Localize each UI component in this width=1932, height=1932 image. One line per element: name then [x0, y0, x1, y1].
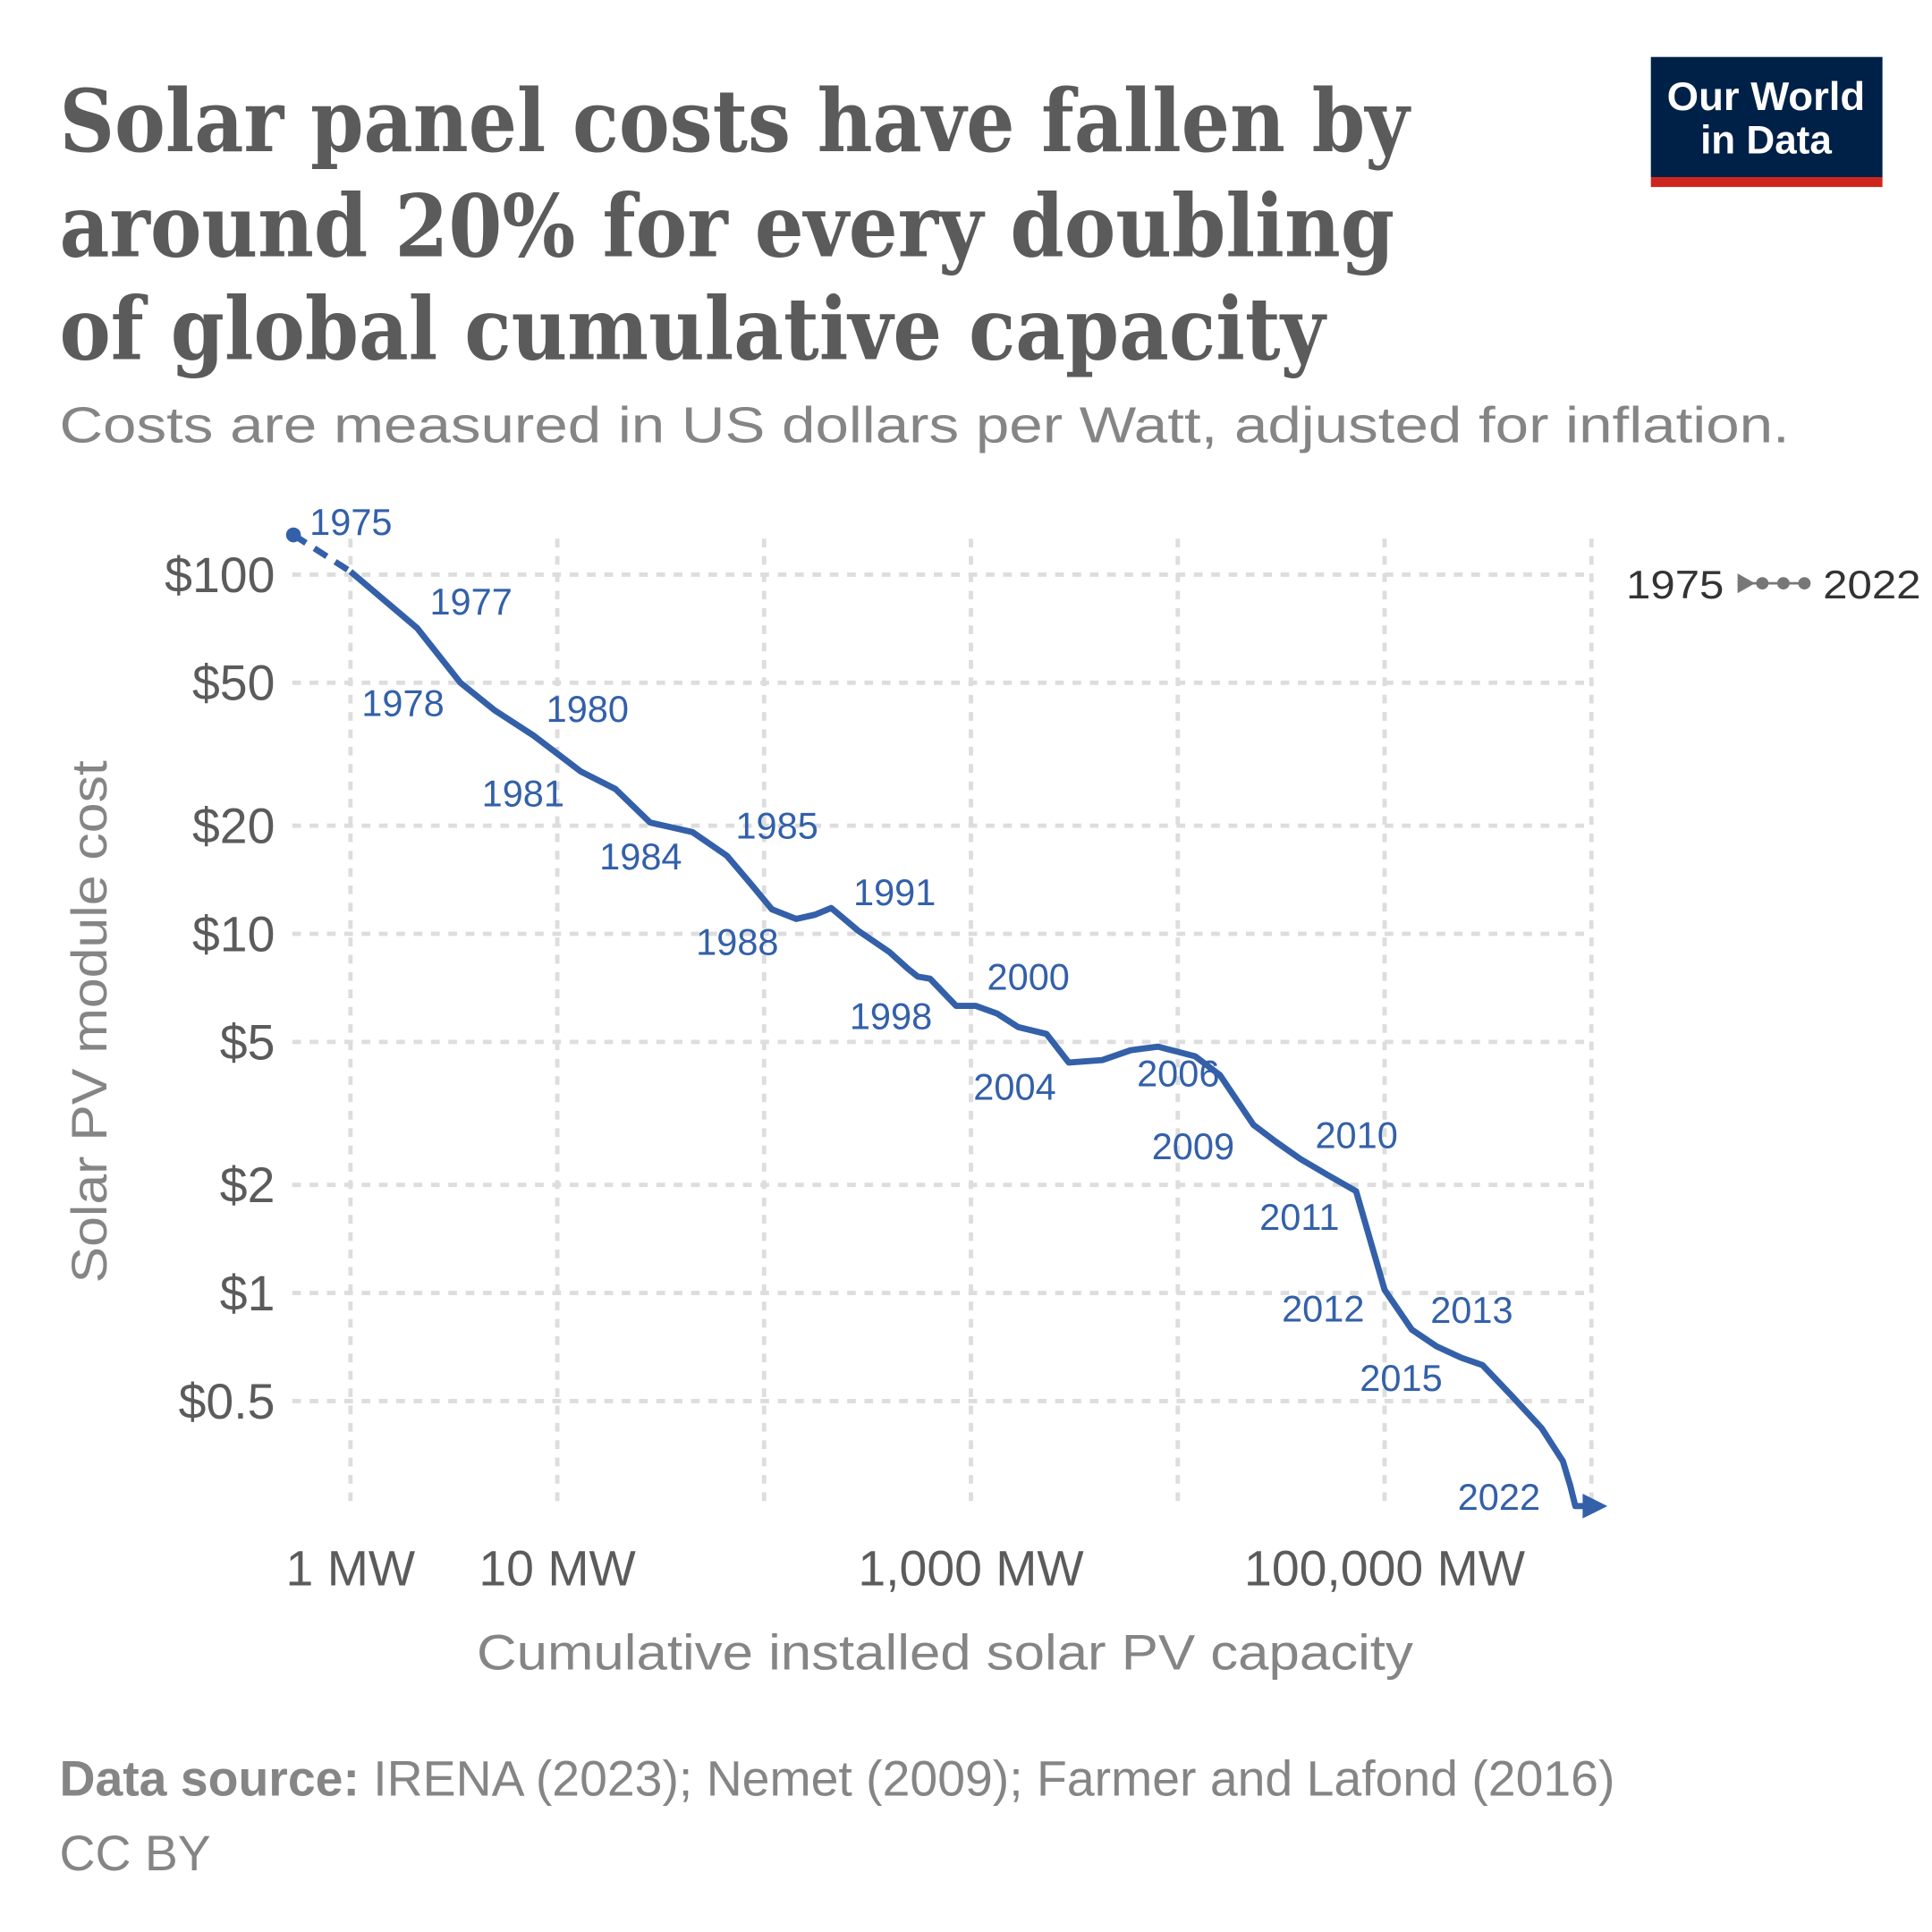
y-axis-label: Solar PV module cost [62, 760, 117, 1283]
y-tick-label: $5 [220, 1014, 275, 1070]
year-label-1985: 1985 [735, 804, 818, 846]
logo-accent-bar [1650, 177, 1883, 188]
series-dashed-segment [292, 532, 352, 574]
y-tick-label: $2 [220, 1157, 275, 1213]
logo-line-2: in Data [1700, 119, 1832, 163]
subtitle: Costs are measured in US dollars per Wat… [59, 397, 1789, 453]
legend-start-year: 1975 [1626, 564, 1724, 607]
timeline-arrow-dots-icon [1737, 573, 1811, 594]
legend-timeline[interactable]: 1975 2022 [1626, 564, 1921, 607]
data-source-text: IRENA (2023); Nemet (2009); Farmer and L… [360, 1751, 1615, 1807]
year-labels: 1975 1977 1978 1980 1981 1984 1985 1988 1991 1998… [309, 501, 1540, 1518]
series-line [285, 527, 1608, 1519]
x-tick-label: 1,000 MW [858, 1540, 1084, 1596]
y-tick-label: $0.5 [179, 1374, 275, 1429]
year-label-1988: 1988 [696, 921, 778, 963]
year-label-1975: 1975 [309, 501, 392, 543]
x-tick-label: 10 MW [479, 1540, 636, 1596]
year-label-2004: 2004 [973, 1066, 1055, 1108]
title-line-3: of global cumulative capacity [59, 278, 1326, 380]
y-tick-label: $1 [220, 1266, 275, 1321]
title-line-1: Solar panel costs have fallen by [59, 70, 1411, 172]
year-label-1984: 1984 [599, 835, 682, 877]
owid-logo[interactable]: Our World in Data [1650, 56, 1883, 188]
year-label-2010: 2010 [1315, 1114, 1397, 1157]
year-label-1978: 1978 [361, 682, 444, 724]
year-label-2009: 2009 [1152, 1125, 1234, 1167]
year-label-2006: 2006 [1137, 1052, 1219, 1094]
logo-line-1: Our World [1667, 75, 1866, 119]
gridlines [292, 538, 1594, 1509]
data-source: Data source: IRENA (2023); Nemet (2009);… [59, 1751, 1614, 1807]
legend-end-year: 2022 [1823, 564, 1920, 607]
y-tick-label: $20 [192, 799, 275, 854]
logo-background [1650, 56, 1883, 177]
title-line-2: around 20% for every doubling [59, 175, 1394, 277]
year-label-1977: 1977 [429, 580, 512, 623]
year-label-2012: 2012 [1282, 1287, 1364, 1329]
end-arrow-2022 [1582, 1493, 1608, 1519]
x-tick-label: 100,000 MW [1244, 1540, 1526, 1596]
year-label-1998: 1998 [850, 996, 932, 1038]
year-label-2015: 2015 [1360, 1357, 1442, 1399]
y-tick-label: $100 [165, 547, 275, 603]
y-axis-ticks: $100 $50 $20 $10 $5 $2 $1 $0.5 [165, 547, 275, 1429]
license[interactable]: CC BY [59, 1826, 210, 1881]
year-label-2011: 2011 [1259, 1196, 1339, 1238]
year-label-1980: 1980 [547, 688, 629, 730]
y-tick-label: $10 [192, 906, 275, 962]
year-label-1981: 1981 [482, 772, 564, 814]
y-tick-label: $50 [192, 656, 275, 711]
data-source-label: Data source: [59, 1751, 359, 1807]
year-label-1991: 1991 [853, 871, 936, 913]
x-tick-label: 1 MW [286, 1540, 416, 1596]
year-label-2013: 2013 [1430, 1289, 1513, 1331]
year-label-2022: 2022 [1458, 1476, 1540, 1518]
x-axis-label: Cumulative installed solar PV capacity [477, 1624, 1413, 1680]
year-label-2000: 2000 [987, 955, 1070, 997]
x-axis-ticks: 1 MW 10 MW 1,000 MW 100,000 MW [286, 1540, 1526, 1596]
